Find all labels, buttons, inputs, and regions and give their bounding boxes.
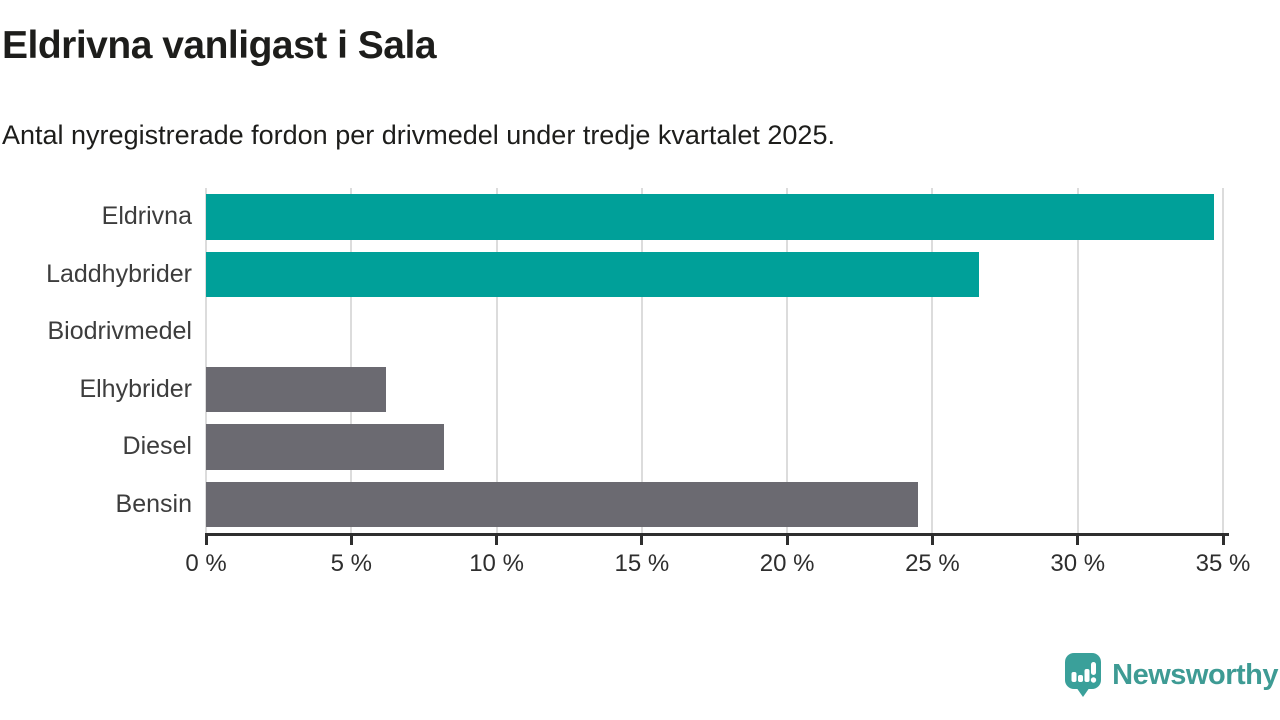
x-axis-tick-label: 20 % (759, 550, 815, 577)
x-axis: 0 % 5 % 10 % 15 % 20 % 25 % 30 % 35 % (185, 533, 1250, 593)
category-label: Diesel (122, 432, 192, 461)
chart-subtitle: Antal nyregistrerade fordon per drivmede… (2, 120, 835, 150)
gridline (786, 188, 789, 533)
chart-title: Eldrivna vanligast i Sala (2, 24, 437, 67)
bar-row (206, 246, 1223, 304)
x-axis-tick-label: 15 % (614, 550, 670, 577)
bar-row (206, 418, 1223, 476)
plot-area (205, 188, 1224, 533)
category-label: Eldrivna (101, 202, 192, 231)
bar-series (206, 188, 1223, 533)
bar-row (206, 361, 1223, 419)
x-axis-line (205, 533, 1229, 536)
x-axis-tick (1221, 536, 1225, 545)
gridline (1076, 188, 1079, 533)
gridline (1222, 188, 1224, 533)
x-axis-tick (1076, 536, 1080, 545)
x-axis-tick (640, 536, 644, 545)
x-axis-tick (930, 536, 934, 545)
gridline (931, 188, 934, 533)
x-axis-tick (349, 536, 353, 545)
x-axis-tick-label: 25 % (905, 550, 960, 577)
bar-row (206, 303, 1223, 361)
bar (206, 424, 445, 470)
bar (206, 194, 1215, 240)
x-axis-tick-label: 0 % (185, 550, 227, 577)
x-axis-tick-label: 5 % (330, 550, 372, 577)
category-label: Elhybrider (79, 374, 192, 403)
bar (206, 366, 387, 412)
x-axis-tick (204, 536, 208, 545)
x-axis-tick (785, 536, 789, 545)
newsworthy-logo: Newsworthy (1063, 651, 1278, 699)
category-label: Biodrivmedel (47, 317, 192, 346)
gridline (205, 188, 207, 533)
bar-row (206, 188, 1223, 246)
x-axis-tick (495, 536, 499, 545)
category-labels: Eldrivna Laddhybrider Biodrivmedel Elhybrid… (0, 188, 192, 533)
gridline (350, 188, 353, 533)
category-label: Laddhybrider (46, 259, 192, 288)
bar (206, 251, 979, 297)
gridline (640, 188, 643, 533)
x-axis-tick-label: 30 % (1050, 550, 1106, 577)
gridline (495, 188, 498, 533)
x-axis-tick-label: 10 % (469, 550, 524, 577)
newsworthy-icon (1063, 651, 1103, 699)
bar-row (206, 476, 1223, 534)
bar (206, 481, 918, 527)
x-axis-tick-label: 35 % (1195, 550, 1251, 577)
brand-name: Newsworthy (1112, 658, 1278, 691)
category-label: Bensin (115, 489, 192, 518)
